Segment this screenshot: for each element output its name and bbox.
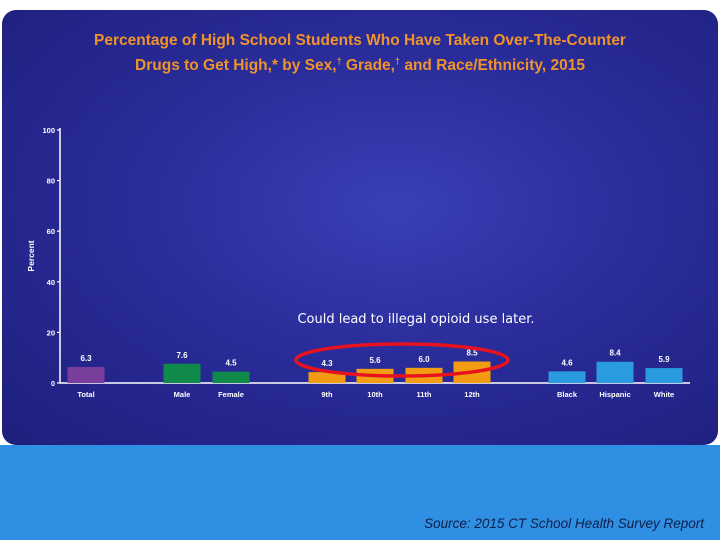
y-tick-label: 60	[47, 227, 55, 236]
y-axis-label: Percent	[26, 240, 36, 271]
category-label: White	[654, 390, 674, 399]
category-label: 9th	[321, 390, 333, 399]
footer-bar	[0, 445, 720, 540]
title-dagger-1: †	[336, 56, 342, 66]
value-label: 5.6	[369, 356, 381, 365]
value-label: 6.0	[418, 355, 430, 364]
category-label: 12th	[464, 390, 480, 399]
bar-white	[645, 368, 683, 383]
y-tick-label: 0	[51, 379, 55, 388]
category-label: Female	[218, 390, 244, 399]
category-label: 10th	[367, 390, 383, 399]
value-label: 7.6	[176, 351, 188, 360]
highlight-circle	[294, 342, 510, 378]
bar-black	[548, 371, 586, 383]
bar-hispanic	[596, 361, 634, 383]
value-label: 6.3	[80, 354, 92, 363]
title-dagger-2: †	[395, 56, 401, 66]
bar-total	[67, 367, 105, 383]
chart-title: Percentage of High School Students Who H…	[20, 30, 700, 76]
title-line-2b: Grade,	[341, 57, 395, 75]
value-label: 4.3	[321, 359, 333, 368]
value-label: 4.6	[561, 358, 573, 367]
value-labels: 6.3 7.6 4.5 4.3 5.6 6.0 8.5 4.6 8.4 5.9	[80, 348, 670, 368]
bars	[67, 361, 683, 383]
category-label: Male	[174, 390, 191, 399]
value-label: 5.9	[658, 355, 670, 364]
value-label: 8.5	[466, 348, 478, 357]
y-tick-label: 80	[47, 177, 55, 186]
bar-male	[163, 363, 201, 383]
category-label: 11th	[416, 390, 431, 399]
category-label: Hispanic	[599, 390, 630, 399]
title-line-2c: and Race/Ethnicity, 2015	[400, 57, 585, 75]
source-text: Source: 2015 CT School Health Survey Rep…	[424, 516, 704, 531]
value-label: 8.4	[609, 349, 621, 358]
bar-female	[212, 371, 250, 383]
category-label: Total	[77, 390, 94, 399]
y-ticks: 0 20 40 60 80 100	[42, 126, 60, 388]
bar-9th	[308, 372, 346, 383]
annotation-text: Could lead to illegal opioid use later.	[297, 312, 534, 327]
y-tick-label: 20	[47, 328, 55, 337]
title-line-1: Percentage of High School Students Who H…	[94, 32, 626, 49]
y-tick-label: 100	[42, 126, 55, 135]
category-label: Black	[557, 390, 578, 399]
title-line-2a: Drugs to Get High,* by Sex,	[135, 57, 337, 75]
value-label: 4.5	[225, 359, 237, 368]
category-labels: Total Male Female 9th 10th 11th 12th Black Hispa…	[77, 390, 674, 399]
y-tick-label: 40	[47, 278, 55, 287]
